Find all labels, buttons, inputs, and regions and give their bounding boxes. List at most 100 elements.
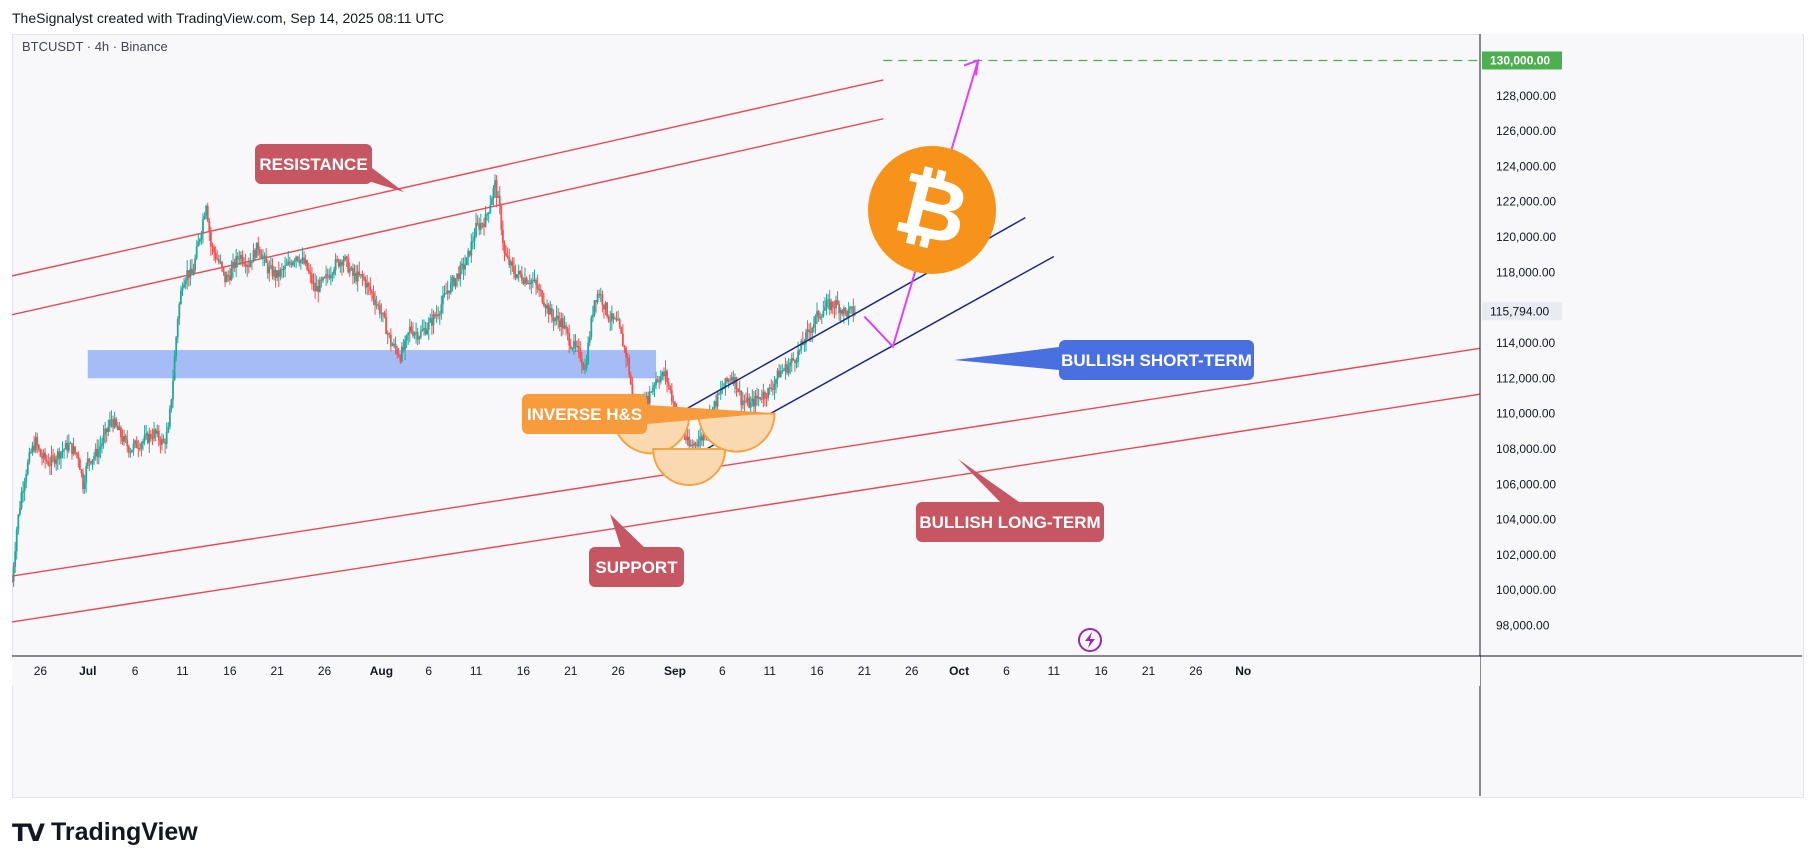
candle-body [819,317,822,319]
candle-body [838,304,841,314]
support-line-4 [12,393,1481,623]
candle-body [418,337,421,340]
candle-body [784,364,787,371]
candle-body [412,331,414,336]
candle-body [614,318,616,320]
candle-body [735,377,738,390]
candle-body [517,270,520,275]
candle-body [20,492,23,509]
candle-body [53,456,56,464]
candle-body [366,283,369,288]
resistance-label-box [255,144,372,184]
candle-body [806,329,809,332]
candle-body [686,436,689,441]
candle-body [137,447,140,449]
candle-body [748,397,751,408]
candle-body [827,299,829,301]
current-price-label: 115,794.00 [1490,304,1549,318]
candle-body [598,293,601,295]
candle-body [148,433,151,443]
time-tick-label: 16 [1094,664,1108,678]
candle-body [370,290,373,293]
candle-body [135,440,138,448]
candle-body [590,317,593,338]
candle-body [764,392,766,398]
candle-body [535,279,537,285]
tradingview-mark-icon: TV [12,818,45,847]
price-chart[interactable]: 98,000.00 100,000.00 102,000.00 104,000.00 1… [12,34,1802,796]
candle-body [835,300,837,309]
candle-body [265,255,268,263]
candle-body [850,306,853,308]
candle-body [191,268,193,276]
candle-body [419,330,422,338]
candle-body [110,419,113,421]
candle-body [301,257,304,260]
candle-body [359,274,362,276]
candle-body [260,254,263,259]
candle-body [138,448,141,450]
candle-body [388,333,391,335]
lightning-icon[interactable] [1078,628,1102,652]
candle-body [407,332,410,336]
candle-body [478,223,481,230]
candle-body [852,306,855,315]
candle-body [849,307,852,309]
candle-body [211,246,214,248]
time-tick-label: 16 [810,664,824,678]
resistance-line-1 [12,79,884,277]
candle-body [393,343,395,346]
candle-body [561,318,564,329]
candle-body [352,267,354,276]
candle-body [794,359,796,363]
time-tick-label: 11 [470,664,483,678]
candle-body [446,290,449,294]
candle-body [550,307,553,317]
candle-body [476,223,479,225]
candle-body [563,325,566,329]
candle-body [227,274,230,276]
candle-body [541,291,544,303]
candle-body [667,382,670,387]
candle-body [812,324,815,328]
candle-body [101,442,103,446]
candle-body [165,432,168,444]
candle-body [31,445,34,452]
candle-body [99,445,102,449]
candle-body [175,337,178,357]
candle-body [508,257,511,265]
candle-body [315,286,318,292]
candle-body [317,286,320,293]
candle-body [457,273,460,280]
candle-body [12,581,13,583]
price-tick-label: 108,000.00 [1496,442,1556,456]
candle-body [380,313,383,315]
candle-body [760,398,763,400]
candle-body [345,256,348,259]
candle-body [546,304,549,309]
candle-body [700,436,703,441]
time-tick-label: Oct [949,664,969,678]
candle-body [292,262,294,266]
candle-body [547,304,550,315]
candle-body [142,441,144,444]
candle-body [71,443,73,455]
candle-body [653,384,656,388]
candle-body [322,277,324,281]
time-tick-label: 6 [1003,664,1010,678]
candle-body [740,390,743,406]
candle-body [571,348,574,350]
support-label-text: SUPPORT [595,558,678,577]
tradingview-logo[interactable]: TV TradingView [12,818,198,847]
candle-body [566,328,569,333]
candle-body [162,438,165,443]
candle-body [358,271,361,275]
candle-body [487,212,490,214]
candle-body [257,242,260,250]
candle-body [198,239,201,242]
candle-body [97,448,100,458]
candle-body [274,269,277,278]
candle-body [90,461,92,464]
candle-body [385,317,388,334]
candle-body [577,345,580,348]
